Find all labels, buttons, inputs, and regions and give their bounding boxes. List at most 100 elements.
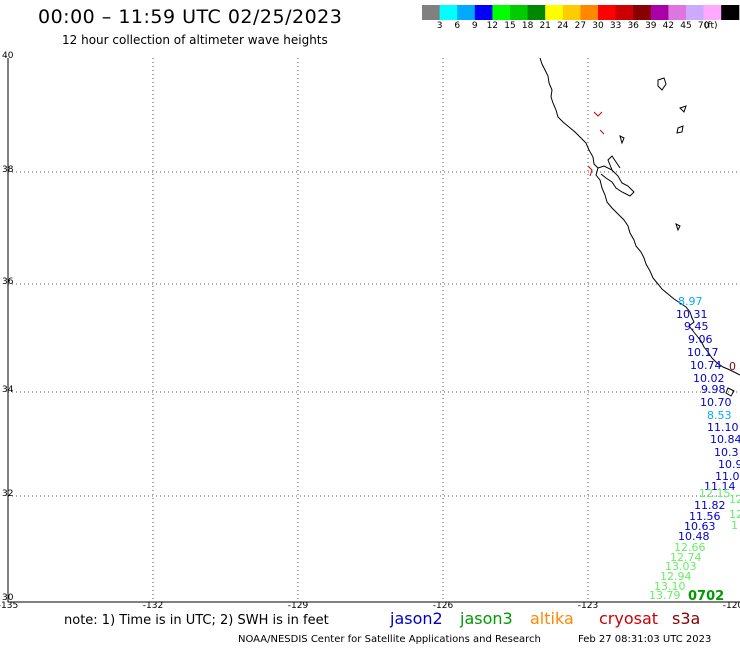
wave-height-label: 11.56 — [689, 510, 721, 523]
colorbar-swatch — [703, 5, 722, 20]
latitude-label: 36 — [2, 277, 14, 287]
inland-lake-3 — [676, 125, 684, 134]
generated-timestamp: Feb 27 08:31:03 UTC 2023 — [578, 634, 712, 645]
colorbar-swatch — [686, 5, 705, 20]
wave-height-label: 12.74 — [670, 551, 702, 564]
wave-height-label: 10.31 — [676, 308, 708, 321]
wave-height-label: 9.45 — [684, 320, 709, 333]
inland-lake-5 — [619, 135, 625, 145]
longitude-label: -132 — [143, 601, 163, 608]
colorbar-swatch — [422, 5, 441, 20]
clipped-wave-label: 0 — [729, 360, 736, 373]
satellite-jason3: jason3 — [460, 609, 513, 628]
inland-lake-1 — [657, 77, 667, 91]
colorbar-label: 15 — [504, 21, 516, 31]
latitude-label: 40 — [2, 51, 14, 61]
colorbar-swatch — [721, 5, 740, 20]
california-coastline — [539, 57, 740, 376]
wave-height-label: 10.9 — [718, 458, 740, 471]
wave-height-labels: 8.9710.319.459.0610.1710.7410.029.9810.7… — [649, 295, 740, 602]
wave-height-label: 11.82 — [694, 499, 726, 512]
wave-height-label: 12.15 — [699, 487, 731, 500]
longitude-labels: -135 -132 -129 -126 -123 -120 — [0, 601, 740, 608]
coastal-inlet — [725, 387, 735, 397]
colorbar-unit: (ft) — [704, 21, 718, 31]
longitude-label: -120 — [723, 601, 740, 608]
map-title: 00:00 – 11:59 UTC 02/25/2023 — [38, 6, 343, 28]
wave-height-label: 11.10 — [707, 421, 739, 434]
credit-line: NOAA/NESDIS Center for Satellite Applica… — [238, 634, 541, 645]
wave-height-label: 10.63 — [684, 520, 716, 533]
wave-height-label: 13.03 — [665, 560, 697, 573]
longitude-label: -126 — [433, 601, 454, 608]
colorbar-swatch — [545, 5, 564, 20]
colorbar-label: 42 — [662, 21, 675, 31]
colorbar-label: 39 — [645, 21, 657, 31]
wave-height-map: 40 38 36 34 32 30 -135 -132 -129 -126 -123 -120 8.… — [0, 51, 740, 608]
colorbar-swatch — [457, 5, 476, 20]
colorbar-label: 70 — [697, 21, 710, 31]
wave-height-label: 11.05 — [715, 470, 740, 483]
wave-height-label: 10.70 — [700, 396, 732, 409]
longitude-label: -129 — [288, 601, 309, 608]
clipped-wave-label: 12 — [729, 508, 740, 521]
latitude-label: 38 — [2, 165, 14, 175]
colorbar-swatch — [580, 5, 599, 20]
colorbar-label: 18 — [521, 21, 534, 31]
latitude-labels: 40 38 36 34 32 30 — [2, 51, 14, 603]
wave-height-label: 12.94 — [660, 570, 692, 583]
wave-height-label: 9.98 — [701, 383, 726, 396]
colorbar-swatch — [439, 5, 458, 20]
longitude-label: -123 — [578, 601, 598, 608]
satellite-altika: altika — [530, 609, 574, 628]
satellite-cryosat: cryosat — [599, 609, 659, 628]
colorbar-labels: 3 6 9 12 15 18 21 24 27 30 33 36 39 42 45 70 — [422, 21, 740, 35]
bay-delta-outline — [607, 155, 621, 171]
satellite-jason2: jason2 — [390, 609, 443, 628]
latitude-label: 30 — [2, 593, 14, 603]
latitude-label: 34 — [2, 385, 14, 395]
wave-height-label: 13.79 — [649, 589, 681, 602]
colorbar-label: 33 — [609, 21, 622, 31]
inland-lake-2 — [679, 105, 687, 113]
colorbar-swatch — [668, 5, 687, 20]
wave-height-label: 12.66 — [674, 541, 706, 554]
colorbar-swatch — [562, 5, 581, 20]
colorbar-label: 36 — [627, 21, 639, 31]
wave-height-label: 10.74 — [690, 359, 722, 372]
colorbar-swatch — [527, 5, 546, 20]
wave-height-label: 8.97 — [678, 295, 703, 308]
wave-height-label: 13.10 — [654, 580, 686, 593]
colorbar-label: 6 — [454, 21, 461, 31]
river-segment-2 — [587, 165, 593, 177]
colorbar-swatch — [615, 5, 634, 20]
inland-lake-4 — [675, 223, 681, 232]
colorbar-label: 45 — [680, 21, 692, 31]
colorbar-label: 12 — [486, 21, 499, 31]
latitude-label: 32 — [2, 489, 13, 499]
wave-height-label: 8.53 — [707, 409, 732, 422]
colorbar-swatch — [474, 5, 493, 20]
map-grid — [8, 58, 740, 602]
pass-time-label: 0702 — [688, 589, 724, 604]
wave-height-label: 10.3 — [714, 446, 739, 459]
wave-height-label: 10.84 — [710, 433, 740, 446]
river-features — [587, 111, 605, 177]
river-segment-1 — [593, 111, 603, 117]
footer-note: note: 1) Time is in UTC; 2) SWH is in fe… — [64, 613, 329, 628]
wave-height-colorbar — [422, 5, 740, 20]
river-segment-3 — [599, 129, 605, 135]
wave-height-label: 9.06 — [688, 333, 713, 346]
colorbar-label: 30 — [592, 21, 604, 31]
satellite-s3a: s3a — [672, 609, 701, 628]
map-subtitle: 12 hour collection of altimeter wave hei… — [62, 33, 328, 47]
wave-height-label: 10.02 — [693, 372, 725, 385]
clipped-wave-label: 12 — [729, 493, 740, 506]
wave-height-label: 11.14 — [704, 480, 736, 493]
colorbar-swatch — [598, 5, 617, 20]
colorbar-swatch — [650, 5, 669, 20]
colorbar-swatch — [510, 5, 529, 20]
colorbar-label: 24 — [557, 21, 569, 31]
colorbar-label: 27 — [574, 21, 587, 31]
